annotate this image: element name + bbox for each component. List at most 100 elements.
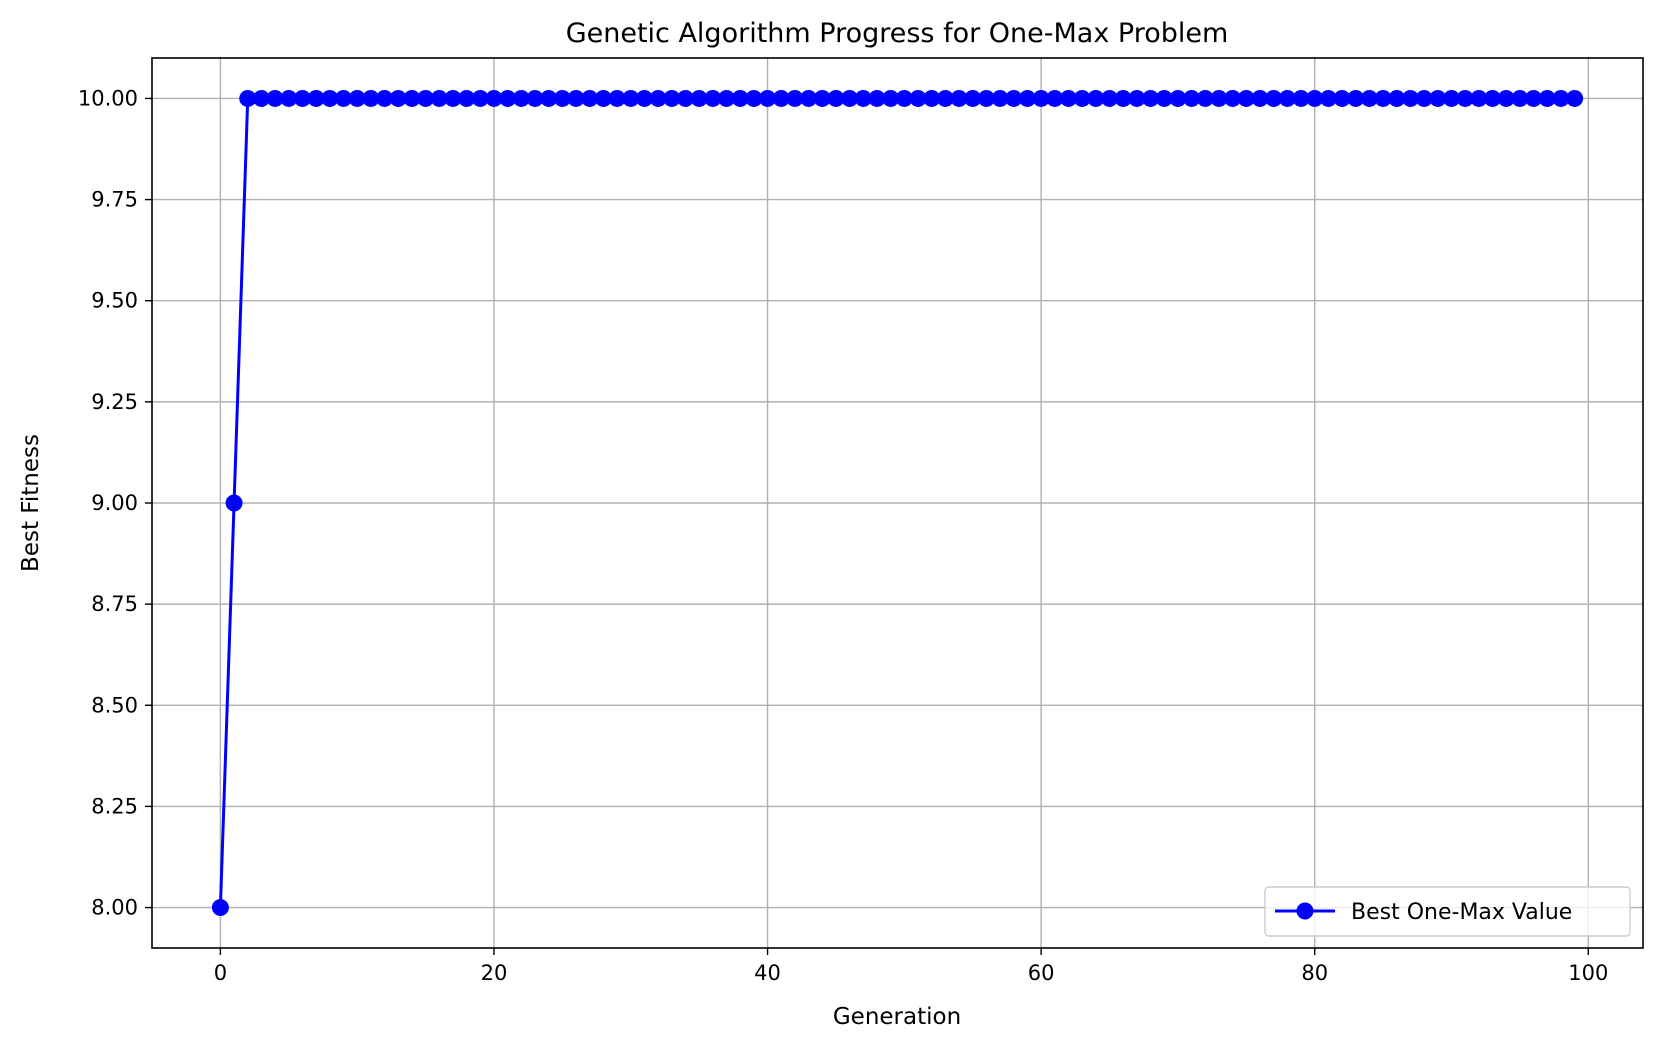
data-point bbox=[211, 899, 229, 917]
data-point bbox=[266, 89, 284, 107]
data-point bbox=[307, 89, 325, 107]
data-point bbox=[977, 89, 995, 107]
data-point bbox=[376, 89, 394, 107]
series-layer bbox=[211, 89, 1584, 917]
data-point bbox=[800, 89, 818, 107]
y-tick-label: 8.25 bbox=[91, 794, 138, 818]
x-tick-label: 100 bbox=[1568, 961, 1608, 985]
data-point bbox=[499, 89, 517, 107]
data-point bbox=[759, 89, 777, 107]
data-point bbox=[540, 89, 558, 107]
data-point bbox=[1210, 89, 1228, 107]
data-point bbox=[1360, 89, 1378, 107]
data-point bbox=[909, 89, 927, 107]
y-tick-label: 9.25 bbox=[91, 390, 138, 414]
data-point bbox=[567, 89, 585, 107]
data-point bbox=[225, 494, 243, 512]
data-point bbox=[1347, 89, 1365, 107]
data-point bbox=[594, 89, 612, 107]
data-point bbox=[622, 89, 640, 107]
data-point bbox=[1415, 89, 1433, 107]
data-point bbox=[1484, 89, 1502, 107]
data-point bbox=[321, 89, 339, 107]
data-point bbox=[1005, 89, 1023, 107]
data-point bbox=[1374, 89, 1392, 107]
data-point bbox=[950, 89, 968, 107]
data-point bbox=[1059, 89, 1077, 107]
data-point bbox=[1470, 89, 1488, 107]
data-point bbox=[1265, 89, 1283, 107]
data-point bbox=[1018, 89, 1036, 107]
data-point bbox=[1566, 89, 1584, 107]
axis-ticks: 0 20 40 60 80 100 8.00 8.25 8.50 8.75 9.00 9.25 9.50… bbox=[78, 86, 1608, 985]
data-point bbox=[841, 89, 859, 107]
data-point bbox=[444, 89, 462, 107]
data-point bbox=[512, 89, 530, 107]
data-point bbox=[895, 89, 913, 107]
legend: Best One-Max Value bbox=[1264, 886, 1631, 937]
data-point bbox=[923, 89, 941, 107]
data-point bbox=[1443, 89, 1460, 107]
data-point bbox=[1224, 89, 1242, 107]
data-point bbox=[1155, 89, 1173, 107]
y-tick-label: 8.00 bbox=[91, 896, 138, 920]
y-tick-label: 9.00 bbox=[91, 491, 138, 515]
data-point bbox=[1333, 89, 1351, 107]
data-point bbox=[1237, 89, 1255, 107]
data-point bbox=[239, 89, 257, 107]
data-point bbox=[1183, 89, 1201, 107]
y-tick-label: 8.50 bbox=[91, 693, 138, 717]
data-point bbox=[1388, 89, 1406, 107]
data-point bbox=[827, 89, 845, 107]
y-tick-label: 9.50 bbox=[91, 289, 138, 313]
data-point bbox=[772, 89, 790, 107]
data-point bbox=[1278, 89, 1296, 107]
x-tick-label: 40 bbox=[754, 961, 781, 985]
x-tick-label: 60 bbox=[1028, 961, 1055, 985]
data-point bbox=[1114, 89, 1132, 107]
x-tick-label: 0 bbox=[214, 961, 227, 985]
data-point bbox=[581, 89, 599, 107]
data-point bbox=[1401, 89, 1419, 107]
data-point bbox=[991, 89, 1009, 107]
data-point bbox=[348, 89, 366, 107]
data-point bbox=[335, 89, 352, 107]
data-point bbox=[745, 89, 763, 107]
data-point bbox=[1073, 89, 1091, 107]
data-point bbox=[1128, 89, 1146, 107]
data-point bbox=[1552, 89, 1570, 107]
data-point bbox=[608, 89, 626, 107]
data-point bbox=[635, 89, 653, 107]
data-point bbox=[252, 89, 270, 107]
chart-title: Genetic Algorithm Progress for One-Max P… bbox=[566, 18, 1229, 49]
data-point bbox=[1292, 89, 1310, 107]
data-point bbox=[458, 89, 476, 107]
data-point bbox=[1306, 89, 1324, 107]
data-point bbox=[690, 89, 708, 107]
data-point bbox=[485, 89, 503, 107]
y-tick-label: 10.00 bbox=[78, 86, 138, 110]
legend-box bbox=[1264, 886, 1631, 937]
data-point bbox=[403, 89, 421, 107]
data-point bbox=[1032, 89, 1050, 107]
data-point bbox=[718, 89, 736, 107]
data-point bbox=[731, 89, 749, 107]
data-point bbox=[868, 89, 886, 107]
data-point bbox=[430, 89, 448, 107]
data-point bbox=[417, 89, 435, 107]
data-point bbox=[964, 89, 982, 107]
data-point bbox=[1046, 89, 1064, 107]
data-point bbox=[1319, 89, 1337, 107]
data-point bbox=[1511, 89, 1529, 107]
data-point bbox=[1101, 89, 1119, 107]
data-point bbox=[704, 89, 722, 107]
data-point bbox=[1429, 89, 1447, 107]
data-point bbox=[676, 89, 694, 107]
data-point bbox=[1196, 89, 1214, 107]
data-point bbox=[813, 89, 831, 107]
data-point bbox=[389, 89, 407, 107]
data-point bbox=[526, 89, 544, 107]
data-point bbox=[1087, 89, 1105, 107]
